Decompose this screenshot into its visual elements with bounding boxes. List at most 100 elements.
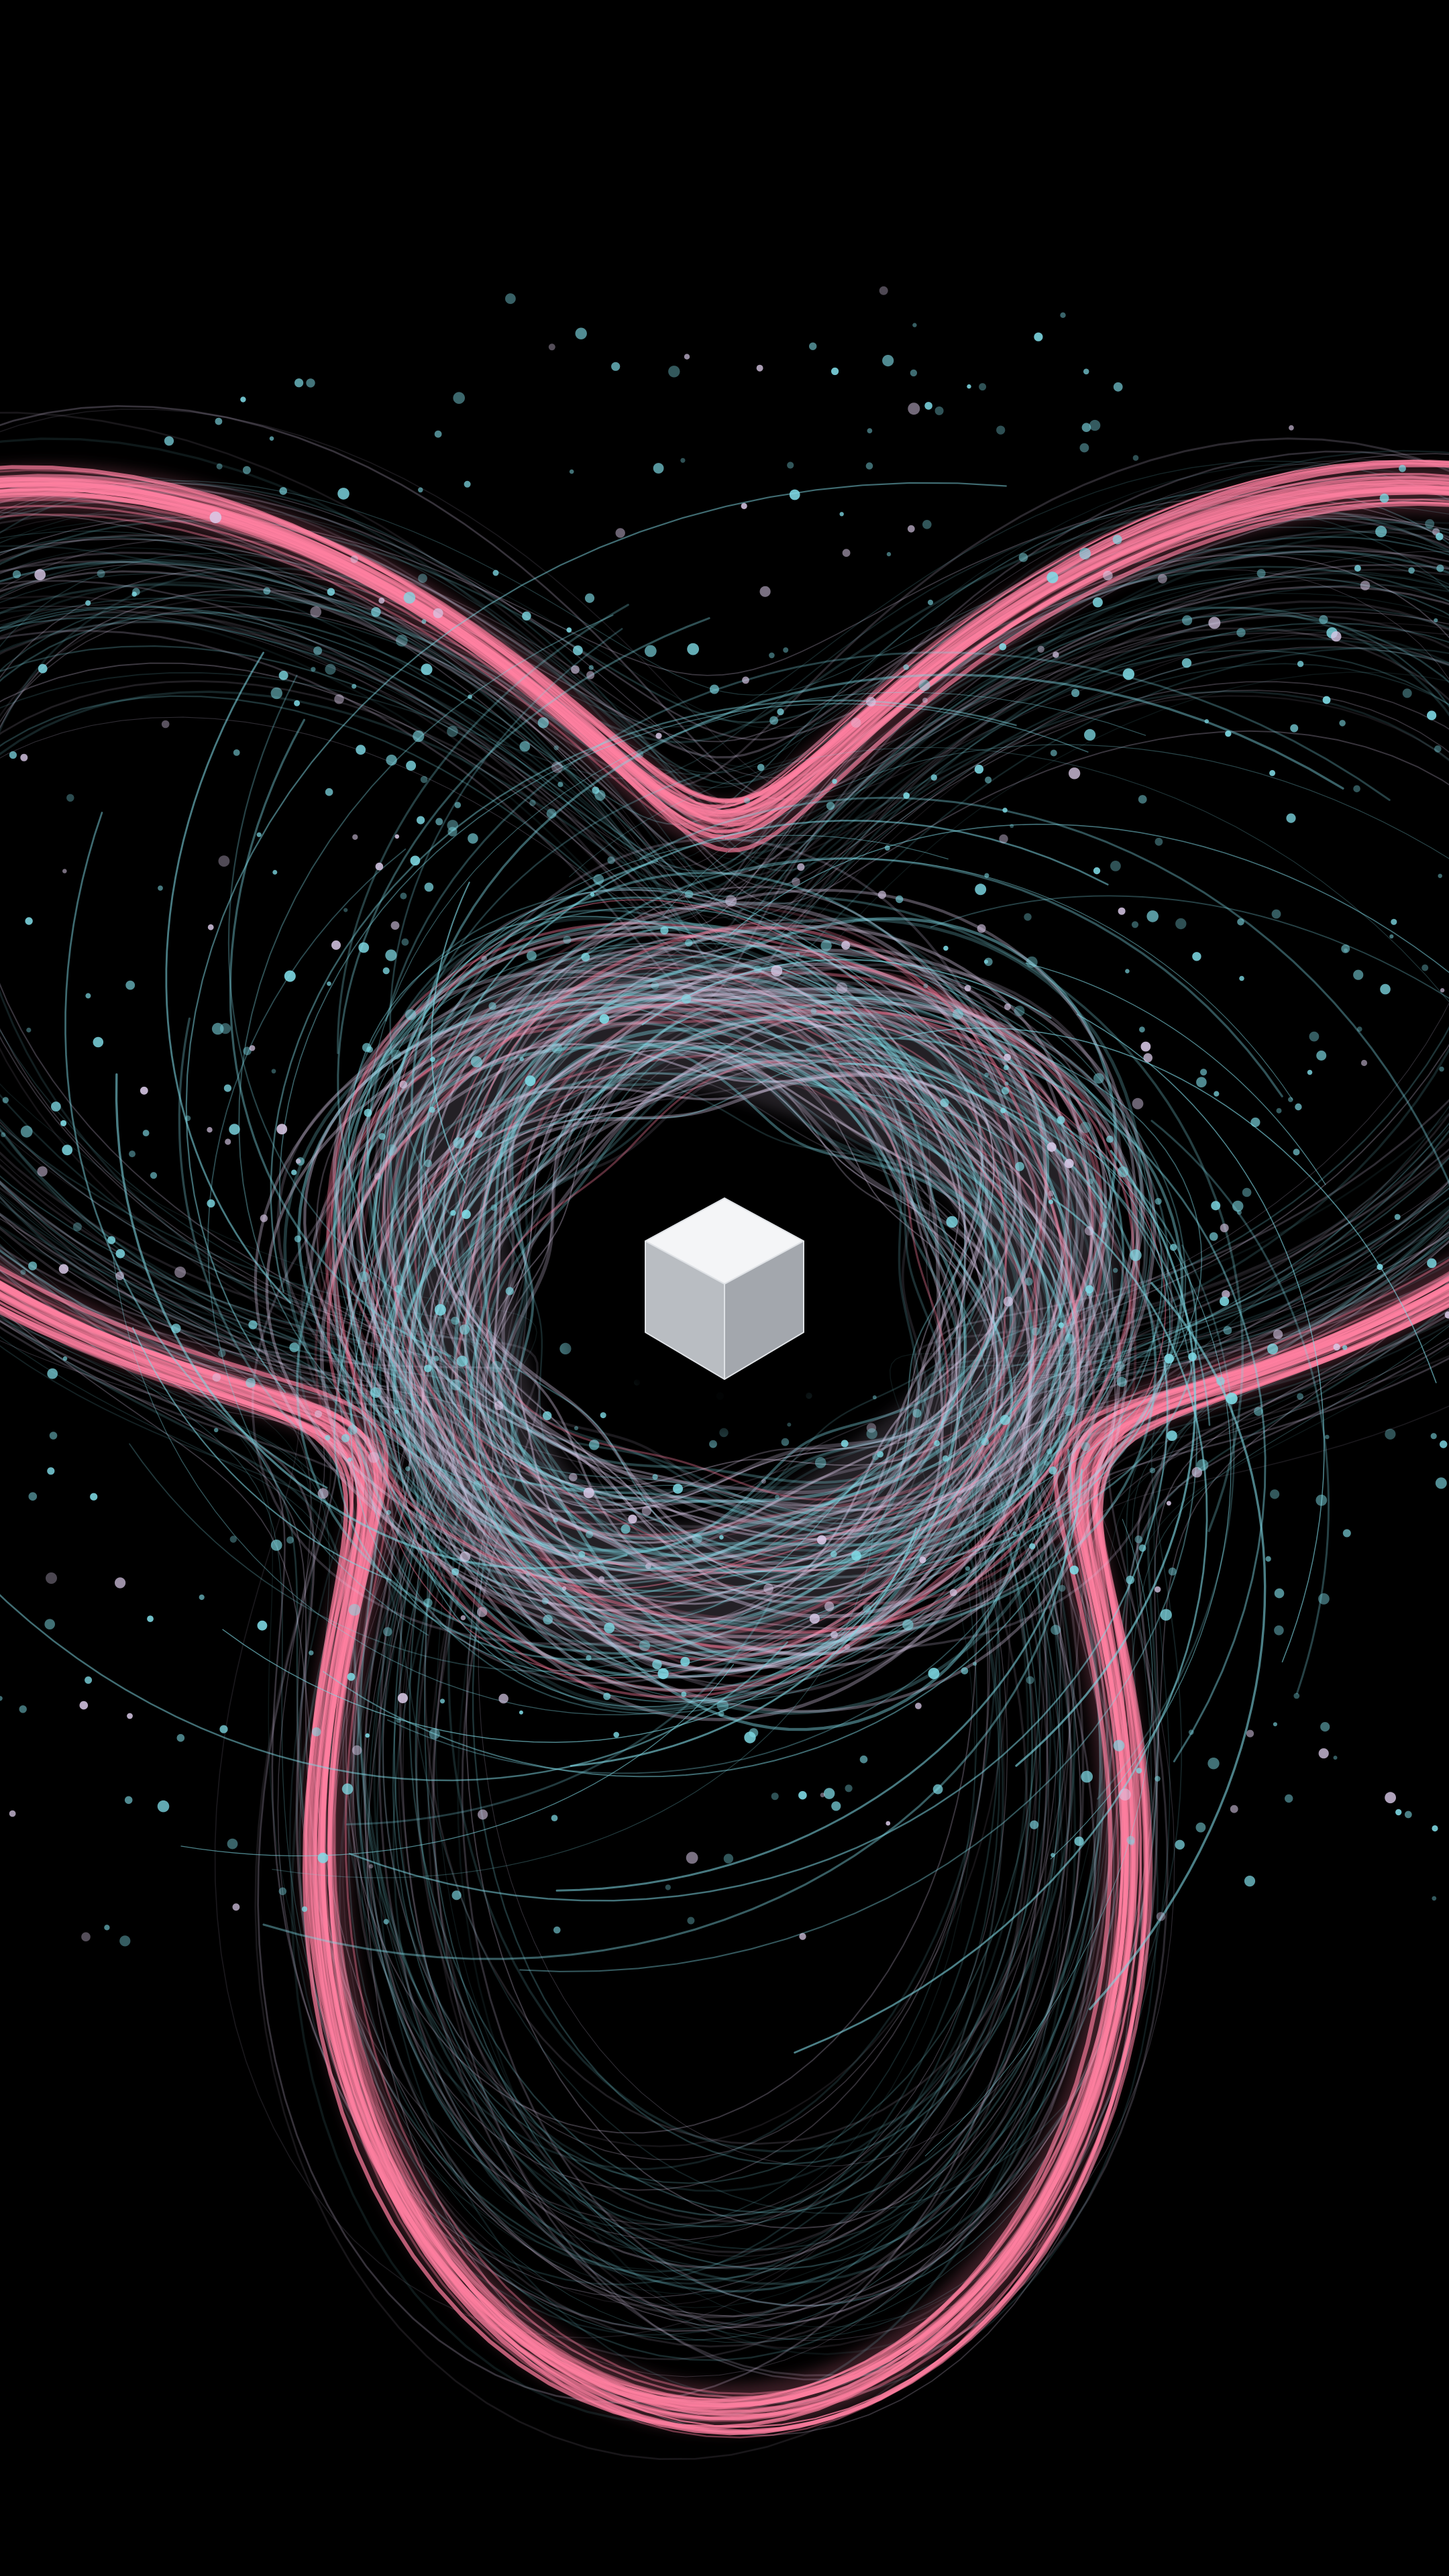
outer-trail — [0, 554, 1449, 2229]
particle — [522, 611, 531, 621]
particle — [826, 802, 835, 810]
particle — [403, 592, 416, 604]
ring-strand — [337, 967, 1047, 1678]
particle — [1333, 1343, 1340, 1351]
ring-strand — [297, 917, 1118, 1731]
particle — [424, 1159, 432, 1167]
ring-strand — [390, 1046, 1008, 1600]
particle — [1427, 710, 1437, 720]
particle — [839, 512, 844, 517]
cyan-trail — [1150, 1120, 1330, 1695]
ring-strand — [453, 1027, 1014, 1540]
particle — [1188, 1352, 1197, 1361]
particle — [1010, 824, 1014, 828]
particle — [211, 1022, 224, 1035]
particle — [364, 1108, 372, 1117]
particle — [949, 1589, 957, 1597]
ring-strand — [469, 998, 1051, 1572]
particle — [399, 1080, 407, 1089]
particle — [928, 1668, 940, 1680]
particle — [413, 730, 425, 743]
particle — [386, 754, 397, 766]
particle — [1026, 956, 1038, 968]
ring-strand — [388, 963, 1060, 1580]
particle — [682, 994, 692, 1004]
white-cube — [645, 1197, 804, 1380]
particle — [1267, 1343, 1279, 1354]
particle — [692, 1534, 702, 1544]
particle — [1192, 952, 1201, 961]
cyan-trail — [963, 1089, 1211, 1426]
cyan-trail — [419, 819, 1109, 1267]
cyan-trail — [1077, 1014, 1325, 1663]
cyan-trail — [262, 1448, 1073, 1960]
particle — [370, 1387, 381, 1398]
particle — [725, 895, 737, 907]
particle — [1143, 1053, 1152, 1063]
particle — [716, 1700, 729, 1712]
ring-strand — [251, 837, 1170, 1650]
particle — [584, 593, 595, 603]
particle — [686, 1851, 698, 1864]
ring-strand — [348, 916, 1203, 1708]
outer-trail — [0, 513, 1449, 2348]
particle — [1083, 368, 1089, 375]
cyan-trail — [570, 1527, 917, 1767]
particle — [464, 480, 471, 488]
particle — [756, 364, 763, 372]
particle — [90, 1493, 98, 1501]
particle — [1289, 425, 1294, 431]
particle — [961, 1667, 969, 1675]
particle — [1053, 651, 1059, 658]
particle — [1354, 565, 1361, 572]
ribbon-strand — [0, 460, 1449, 2428]
particle — [1432, 1896, 1437, 1901]
particle — [611, 362, 621, 371]
particle — [1216, 1377, 1225, 1386]
particle — [142, 1130, 150, 1136]
particle — [97, 570, 105, 578]
particle — [1436, 564, 1444, 572]
particle — [1068, 767, 1081, 780]
particle — [924, 402, 932, 410]
outer-trail — [0, 614, 1449, 2223]
particle — [368, 1452, 380, 1463]
particle — [1232, 1200, 1244, 1212]
particle — [317, 1488, 329, 1499]
particle — [566, 627, 572, 633]
particle — [434, 1304, 447, 1316]
ring-strand — [360, 934, 1078, 1582]
particle — [578, 1550, 586, 1558]
cyan-trail — [64, 812, 328, 1489]
particle — [243, 1046, 252, 1055]
ring-strand — [357, 996, 1094, 1661]
ring-strand — [498, 1051, 1016, 1507]
ring-strand — [344, 906, 1163, 1703]
particle — [636, 751, 644, 758]
cyan-trail — [641, 959, 1052, 1026]
ring-strand — [411, 945, 1130, 1636]
particle — [1103, 570, 1113, 581]
cyan-trail — [129, 1443, 763, 1672]
outer-trail — [0, 537, 1449, 2226]
particle — [164, 436, 174, 446]
particle — [1043, 1460, 1049, 1466]
particle — [0, 1696, 3, 1701]
cyan-trail — [229, 718, 451, 1358]
outer-trail — [0, 606, 1449, 2153]
particle — [85, 1676, 93, 1684]
particle — [405, 1009, 417, 1020]
particle — [1118, 907, 1126, 915]
particle — [1071, 688, 1080, 698]
particle — [356, 745, 366, 755]
particle — [325, 663, 336, 675]
particle — [1188, 1729, 1194, 1735]
particle — [93, 1036, 104, 1048]
particle — [789, 489, 800, 500]
particle — [1046, 572, 1059, 584]
particle — [1208, 1758, 1220, 1770]
particle — [492, 570, 499, 576]
particle — [799, 1933, 806, 1940]
particle — [1316, 1495, 1328, 1506]
